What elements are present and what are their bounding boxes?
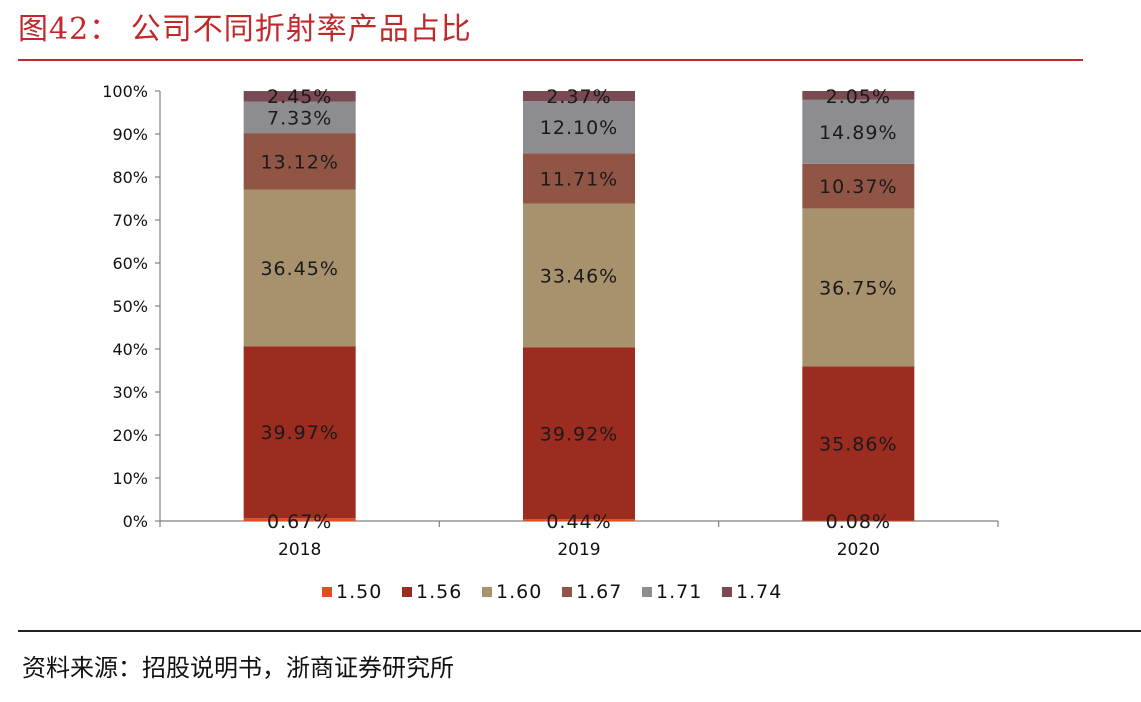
data-label: 0.67% [267,511,332,533]
source-divider [18,630,1141,632]
data-label: 12.10% [540,117,618,139]
bar-segment-1-50-2020 [802,520,915,522]
data-label: 2.45% [267,86,332,108]
bar-segment-1-56-2018 [243,346,356,519]
y-tick-label: 70% [112,211,148,230]
data-label: 0.44% [546,511,611,533]
bar-segment-1-60-2020 [802,208,915,367]
bar-segment-1-56-2020 [802,366,915,521]
legend-label: 1.74 [736,581,782,603]
source-note: 资料来源：招股说明书，浙商证券研究所 [22,654,454,682]
x-tick-label: 2019 [557,540,600,560]
data-label: 13.12% [260,151,338,173]
bar-segment-1-67-2020 [802,163,915,209]
legend-swatch [722,587,732,597]
bar-segment-1-60-2018 [243,189,356,347]
y-tick-label: 40% [112,340,148,359]
y-tick-label: 90% [112,125,148,144]
y-tick-label: 0% [123,512,148,531]
data-labels: 0.67% 39.97% 36.45% 13.12% 7.33%2.45% 0.44% 39… [260,86,897,533]
legend-label: 1.71 [656,581,702,603]
data-label: 33.46% [540,266,618,288]
legend-swatch [322,587,332,597]
bar-segment-1-50-2018 [243,518,356,521]
legend-label: 1.56 [416,581,462,603]
bar-segment-1-71-2020 [802,99,915,164]
axes: 0% 10% 20% 30% 40% 50% 60% 70% 80% 90% 100% 2018 201… [102,82,999,560]
stacked-bar-chart: 0% 10% 20% 30% 40% 50% 60% 70% 80% 90% 100% 2018 201… [102,82,999,603]
data-label: 14.89% [819,122,897,144]
y-tick-label: 100% [102,82,148,101]
bar-segment-1-50-2019 [523,519,635,521]
legend-swatch [562,587,572,597]
x-tick-label: 2018 [278,540,321,560]
bar-stacks [243,91,915,522]
bar-segment-1-71-2019 [523,101,635,154]
bar-segment-1-74-2018 [243,91,356,102]
data-label: 39.92% [540,423,618,445]
bar-segment-1-74-2019 [523,91,635,102]
y-tick-label: 10% [112,469,148,488]
legend-swatch [402,587,412,597]
chart-title: 图42： 公司不同折射率产品占比 [18,12,472,47]
bar-segment-1-71-2018 [243,101,356,134]
y-tick-label: 50% [112,297,148,316]
legend-label: 1.50 [336,581,382,603]
data-label: 36.45% [260,258,338,280]
data-label: 11.71% [540,168,618,190]
legend-swatch [482,587,492,597]
bar-segment-1-60-2019 [523,203,635,348]
data-label: 2.05% [826,86,891,108]
data-label: 7.33% [267,107,332,129]
data-label: 35.86% [819,434,897,456]
data-label: 36.75% [819,277,897,299]
legend-label: 1.67 [576,581,622,603]
bar-segment-1-74-2020 [802,91,915,100]
y-tick-label: 80% [112,168,148,187]
data-label: 10.37% [819,176,897,198]
y-tick-label: 20% [112,426,148,445]
y-tick-label: 30% [112,383,148,402]
legend-swatch [642,587,652,597]
data-label: 0.08% [826,511,891,533]
x-tick-label: 2020 [837,540,880,560]
legend: 1.50 1.56 1.60 1.67 1.71 1.74 [322,581,782,603]
data-label: 39.97% [260,422,338,444]
data-label: 2.37% [546,86,611,108]
bar-segment-1-67-2019 [523,153,635,204]
title-underline [18,59,1083,61]
y-tick-label: 60% [112,254,148,273]
bar-segment-1-67-2018 [243,133,356,190]
legend-label: 1.60 [496,581,542,603]
bar-segment-1-56-2019 [523,347,635,520]
